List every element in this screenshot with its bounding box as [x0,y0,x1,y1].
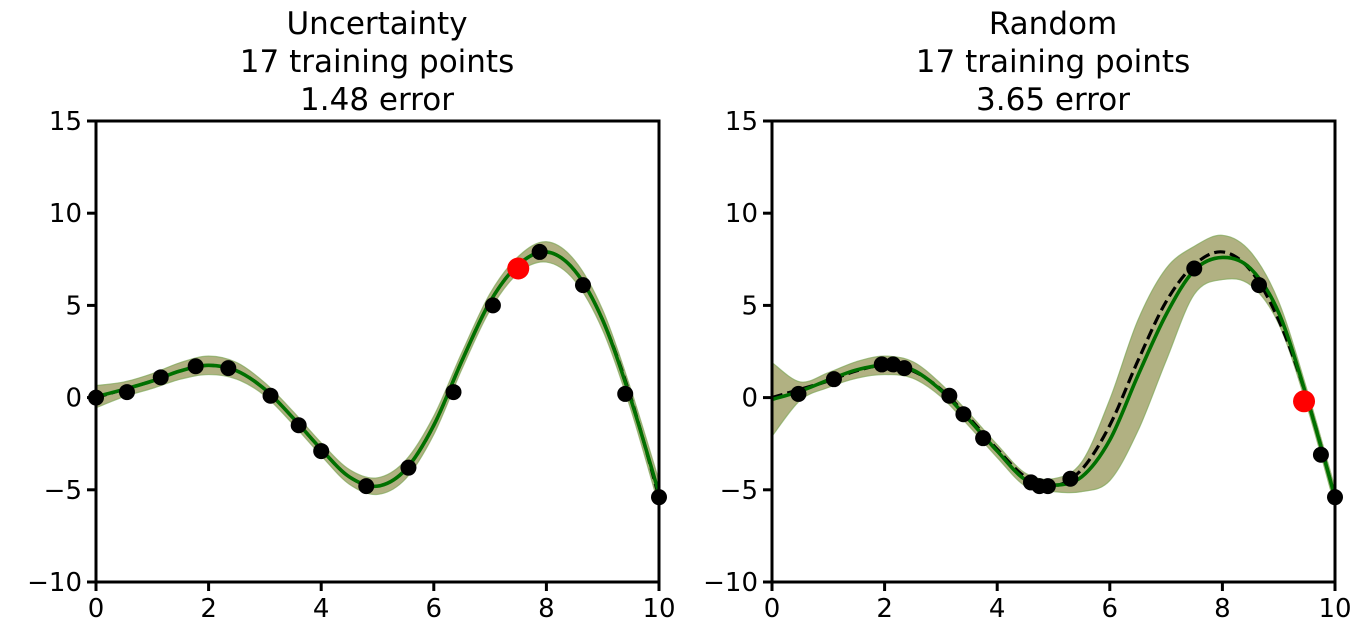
axes-frame [770,119,1337,584]
x-tick-label: 2 [200,594,217,624]
training-point [617,385,634,402]
y-tick-label: 15 [49,107,82,137]
training-point [531,243,548,260]
next-query-point [507,257,530,280]
x-tick-label: 8 [1214,594,1231,624]
training-point [187,358,204,375]
chart-title-line-2: 17 training points [916,44,1190,80]
x-tick-label: 6 [426,594,443,624]
y-tick-label: −10 [703,568,758,598]
plot-area [772,234,1335,507]
prediction-line [772,255,1335,498]
axes-frame [94,119,661,584]
chart-title-line-3: 3.65 error [976,82,1130,118]
uncertainty-band [96,241,659,507]
x-tick-label: 2 [876,594,893,624]
y-tick-label: 5 [65,291,82,321]
training-point [1250,277,1267,294]
training-point [873,356,890,373]
chart-title-line-2: 17 training points [240,44,514,80]
x-tick-label: 4 [313,594,330,624]
training-point [152,369,169,386]
chart-random: Random 17 training points 3.65 error 0 2 4… [703,6,1351,624]
x-tick-label: 0 [764,594,781,624]
y-tick-label: 10 [49,199,82,229]
y-tick-label: 0 [65,384,82,414]
training-point [1312,446,1329,463]
chart-title-line-1: Uncertainty [286,6,467,42]
training-point [290,417,307,434]
training-point [975,430,992,447]
y-tick-label: 10 [725,199,758,229]
training-point [825,371,842,388]
x-tick-label: 0 [88,594,105,624]
x-tick-label: 8 [538,594,555,624]
training-point [896,360,913,377]
training-point [1062,470,1079,487]
training-point [484,297,501,314]
plot-area [96,241,659,507]
training-point [262,387,279,404]
y-tick-label: −10 [27,568,82,598]
training-point [220,360,237,377]
training-point [118,384,135,401]
training-point [358,478,375,495]
x-tick-label: 10 [1318,594,1351,624]
training-point [790,385,807,402]
training-point [941,387,958,404]
chart-title-line-1: Random [989,6,1117,42]
training-point [400,459,417,476]
training-point [955,406,972,423]
y-tick-label: 0 [741,384,758,414]
training-point [1186,260,1203,277]
prediction-line [96,250,659,495]
training-point [445,384,462,401]
training-point [313,443,330,460]
chart-title-line-3: 1.48 error [300,82,454,118]
next-query-point [1293,390,1316,413]
training-point [574,277,591,294]
y-tick-label: 5 [741,291,758,321]
y-tick-label: 15 [725,107,758,137]
y-tick-label: −5 [44,476,82,506]
training-point [1039,478,1056,495]
x-tick-label: 4 [989,594,1006,624]
x-tick-label: 10 [642,594,675,624]
x-tick-label: 6 [1102,594,1119,624]
chart-uncertainty: Uncertainty 17 training points 1.48 erro… [27,6,675,624]
y-tick-label: −5 [720,476,758,506]
